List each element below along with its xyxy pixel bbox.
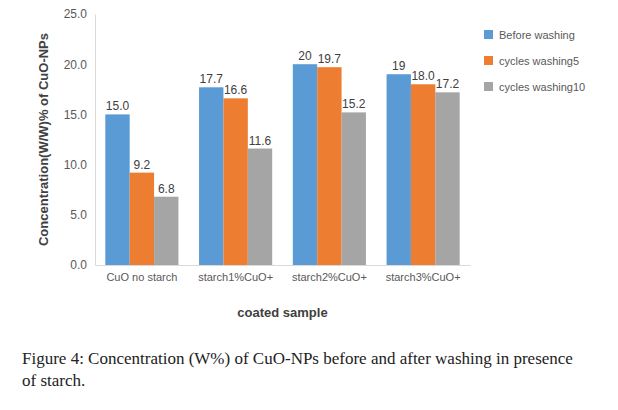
legend-swatch bbox=[484, 30, 493, 39]
y-axis-title: Concentration(W/W)% of CuO-NPs bbox=[36, 33, 51, 246]
chart: 0.0 5.0 10.0 15.0 20.0 25.0 CuO no starch starc… bbox=[0, 0, 618, 340]
data-label: 18.0 bbox=[411, 69, 435, 83]
data-label: 16.6 bbox=[224, 83, 248, 97]
y-tick: 15.0 bbox=[64, 108, 95, 122]
caption: Figure 4: Concentration (W%) of CuO-NPs … bbox=[22, 348, 582, 392]
bar bbox=[223, 98, 247, 265]
legend-label: cycles washing5 bbox=[499, 55, 579, 67]
legend-label: cycles washing10 bbox=[499, 81, 585, 93]
x-tick: CuO no starch bbox=[106, 265, 177, 283]
x-tick-label: CuO no starch bbox=[106, 271, 177, 283]
legend: Before washing cycles washing5 cycles wash… bbox=[484, 29, 585, 93]
y-tick: 25.0 bbox=[64, 7, 95, 21]
y-axis-line bbox=[95, 15, 96, 266]
bar bbox=[248, 149, 272, 265]
data-label: 17.7 bbox=[200, 72, 224, 86]
data-label: 15.0 bbox=[106, 99, 130, 113]
bar bbox=[342, 112, 366, 265]
x-tick: starch3%CuO+ bbox=[386, 265, 461, 283]
data-labels: 15.0 17.7 20 19 9.2 16.6 19.7 18.0 6.8 11.6 15.2 17… bbox=[106, 49, 460, 196]
bar bbox=[199, 87, 223, 265]
legend-label: Before washing bbox=[499, 29, 575, 41]
data-label: 9.2 bbox=[134, 158, 151, 172]
data-label: 19 bbox=[392, 59, 406, 73]
bar bbox=[105, 114, 129, 265]
y-tick: 20.0 bbox=[64, 58, 95, 72]
data-label: 11.6 bbox=[249, 134, 272, 148]
y-tick-label: 10.0 bbox=[64, 158, 88, 172]
x-tick-label: starch2%CuO+ bbox=[292, 271, 367, 283]
y-axis: 0.0 5.0 10.0 15.0 20.0 25.0 bbox=[64, 7, 96, 272]
x-tick: starch1%CuO+ bbox=[198, 265, 273, 283]
bar bbox=[435, 92, 459, 265]
legend-swatch bbox=[484, 56, 493, 65]
x-axis-title: coated sample bbox=[237, 305, 327, 320]
y-tick: 10.0 bbox=[64, 158, 95, 172]
data-label: 17.2 bbox=[436, 77, 460, 91]
bar bbox=[293, 64, 317, 265]
bar bbox=[387, 74, 411, 265]
y-tick: 5.0 bbox=[70, 208, 95, 222]
x-tick-label: starch1%CuO+ bbox=[198, 271, 273, 283]
bar bbox=[130, 173, 154, 265]
x-axis-line bbox=[96, 265, 471, 266]
bar bbox=[411, 84, 435, 265]
data-label: 15.2 bbox=[342, 97, 366, 111]
x-tick: starch2%CuO+ bbox=[292, 265, 367, 283]
legend-swatch bbox=[484, 82, 493, 91]
data-label: 19.7 bbox=[318, 52, 342, 66]
x-axis: CuO no starch starch1%CuO+ starch2%CuO+ sta… bbox=[96, 265, 471, 283]
y-tick-label: 20.0 bbox=[64, 58, 88, 72]
bar bbox=[317, 67, 341, 265]
y-tick-label: 0.0 bbox=[70, 258, 87, 272]
figure: 0.0 5.0 10.0 15.0 20.0 25.0 CuO no starch starc… bbox=[0, 0, 618, 410]
x-tick-label: starch3%CuO+ bbox=[386, 271, 461, 283]
data-label: 20 bbox=[298, 49, 312, 63]
bar bbox=[154, 197, 178, 265]
data-label: 6.8 bbox=[158, 182, 175, 196]
y-tick: 0.0 bbox=[70, 258, 95, 272]
y-tick-label: 5.0 bbox=[70, 208, 87, 222]
bars bbox=[105, 64, 459, 265]
y-tick-label: 25.0 bbox=[64, 7, 88, 21]
y-tick-label: 15.0 bbox=[64, 108, 88, 122]
